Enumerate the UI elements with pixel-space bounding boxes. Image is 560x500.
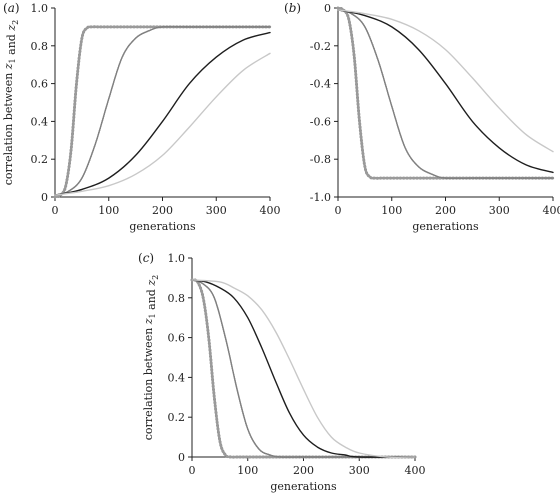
y-tick-label: -0.4 xyxy=(310,78,331,91)
series-line-2 xyxy=(190,278,417,459)
y-tick-label: 0.2 xyxy=(168,411,186,424)
panel-label: (a) xyxy=(3,1,20,15)
x-tick-label: 200 xyxy=(293,464,314,477)
y-axis-label: correlation between z1 and z2 xyxy=(142,275,160,440)
y-tick-label: 0.8 xyxy=(31,40,49,53)
series-line-5 xyxy=(54,31,271,196)
x-tick-label: 100 xyxy=(98,204,119,217)
y-tick-label: 0 xyxy=(178,451,185,464)
y-tick-label: 0.6 xyxy=(31,78,49,91)
x-axis-label: generations xyxy=(129,220,196,233)
x-tick-label: 400 xyxy=(260,204,281,217)
x-tick-label: 300 xyxy=(349,464,370,477)
x-tick-label: 0 xyxy=(52,204,59,217)
x-tick-label: 400 xyxy=(405,464,426,477)
series-line-5 xyxy=(191,279,416,458)
y-tick-label: 0.2 xyxy=(31,153,49,166)
y-tick-label: 0 xyxy=(324,2,331,15)
series-line-2 xyxy=(336,6,555,180)
panel-a: 0 0.2 0.4 0.6 0.8 1.0 0 100 200 300 400 generations… xyxy=(2,1,281,233)
series-line-4 xyxy=(191,279,416,458)
y-tick-label: -0.6 xyxy=(310,115,331,128)
y-tick-label: 0.6 xyxy=(168,332,186,345)
x-axis-label: generations xyxy=(412,220,479,233)
y-tick-label: 0 xyxy=(41,191,48,204)
panel-b: 0 -0.2 -0.4 -0.6 -0.8 -1.0 0 100 200 300 400 genera… xyxy=(284,1,560,233)
y-tick-label: 0.4 xyxy=(31,115,49,128)
x-tick-label: 200 xyxy=(435,204,456,217)
series-line-1 xyxy=(53,25,272,199)
y-tick-label: 1.0 xyxy=(168,252,186,265)
series-line-6 xyxy=(191,279,416,459)
y-tick-label: 0.4 xyxy=(168,371,186,384)
panel-label: (b) xyxy=(284,1,301,15)
x-tick-label: 300 xyxy=(489,204,510,217)
series-line-1 xyxy=(336,6,555,180)
y-tick-label: 0.8 xyxy=(168,292,186,305)
y-tick-label: -0.8 xyxy=(310,153,331,166)
series-line-4 xyxy=(337,9,554,180)
series-line-2 xyxy=(53,25,272,199)
x-tick-label: 100 xyxy=(381,204,402,217)
x-tick-label: 300 xyxy=(206,204,227,217)
y-tick-label: 1.0 xyxy=(31,2,49,15)
series-line-3 xyxy=(191,279,416,458)
y-tick-label: -0.2 xyxy=(310,40,331,53)
series-line-6 xyxy=(337,9,554,153)
x-tick-label: 0 xyxy=(189,464,196,477)
series-line-1 xyxy=(190,278,417,459)
panel-label: (c) xyxy=(138,251,154,265)
series-line-3 xyxy=(54,25,271,196)
x-tick-label: 200 xyxy=(152,204,173,217)
y-axis-label: correlation between z1 and z2 xyxy=(2,20,20,185)
x-tick-label: 100 xyxy=(237,464,258,477)
series-line-5 xyxy=(337,9,554,174)
x-axis-label: generations xyxy=(270,480,337,493)
series-line-6 xyxy=(54,52,271,196)
x-tick-label: 0 xyxy=(335,204,342,217)
series-line-4 xyxy=(54,25,271,196)
y-tick-label: -1.0 xyxy=(310,191,331,204)
series-line-3 xyxy=(337,9,554,180)
x-tick-label: 400 xyxy=(543,204,560,217)
panel-c: 0 0.2 0.4 0.6 0.8 1.0 0 100 200 300 400 generations… xyxy=(138,251,426,493)
